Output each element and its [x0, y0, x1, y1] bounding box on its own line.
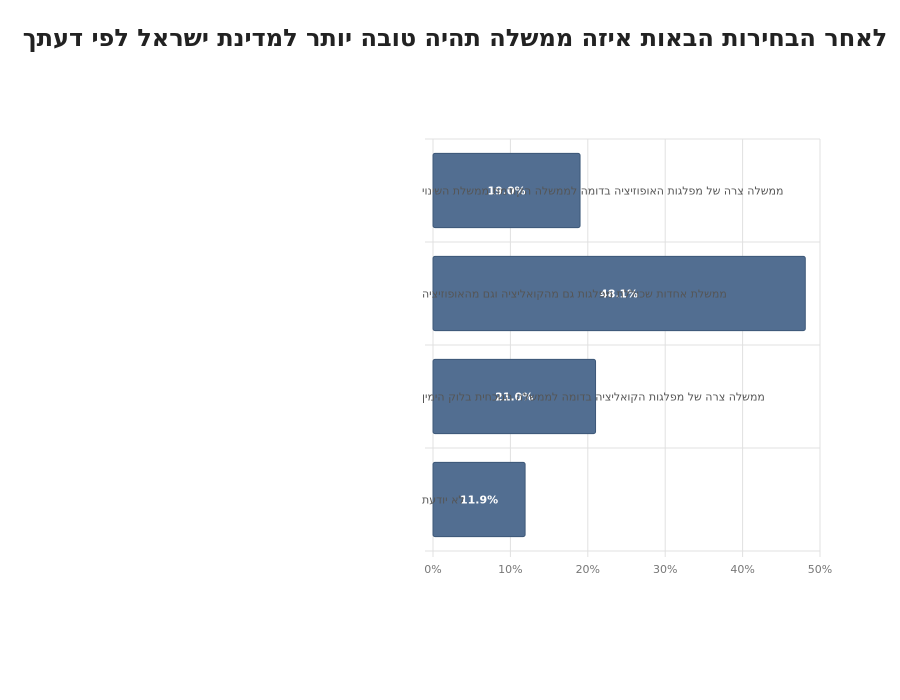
chart-title: לאחר הבחירות הבאות איזה ממשלה תהיה טובה … [22, 24, 888, 52]
bar [432, 255, 806, 332]
data-label: 11.9% [460, 494, 498, 507]
category-label: לא יודעת [422, 494, 465, 507]
x-tick-label: 20% [576, 563, 600, 576]
data-label: 48.1% [600, 288, 638, 301]
data-label: 19.0% [487, 185, 525, 198]
x-tick-label: 40% [730, 563, 754, 576]
x-tick-label: 10% [498, 563, 522, 576]
x-tick-label: 0% [424, 563, 441, 576]
bar [432, 461, 526, 538]
bar [432, 152, 581, 229]
category-label: ממשלת אחדות שכוללת מפלגות גם מהקואליציה … [422, 288, 727, 301]
x-tick-label: 50% [808, 563, 832, 576]
data-label: 21.0% [495, 391, 533, 404]
category-label: ממשלה צרה של מפלגות האופוזיציה בדומה לממ… [422, 185, 783, 198]
bar [432, 358, 597, 435]
category-label: ממשלה צרה של מפלגות הקואליציה בדומה לממש… [422, 391, 765, 404]
x-tick-label: 30% [653, 563, 677, 576]
